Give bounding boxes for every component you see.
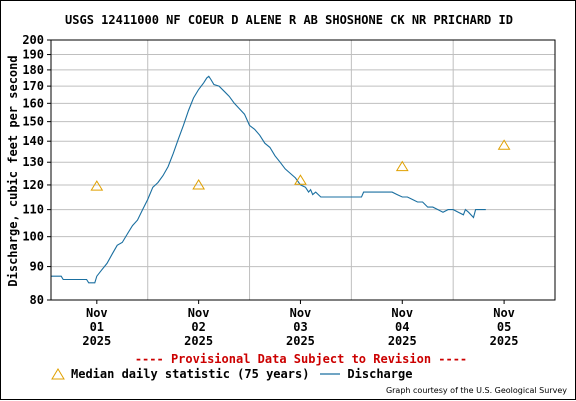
median-marker	[192, 178, 206, 190]
x-tick-label: 03	[293, 320, 307, 334]
y-tick-label: 160	[22, 96, 44, 110]
x-tick-label: Nov	[188, 306, 210, 320]
x-tick-label: Nov	[86, 306, 108, 320]
x-tick-label: 04	[395, 320, 409, 334]
x-tick-label: 01	[90, 320, 104, 334]
x-tick-label: 2025	[286, 334, 315, 348]
plot-area	[51, 40, 555, 300]
x-tick-label: 2025	[184, 334, 213, 348]
line-icon	[320, 373, 341, 375]
median-marker	[395, 160, 409, 172]
y-tick-label: 170	[22, 79, 44, 93]
y-tick-label: 120	[22, 178, 44, 192]
x-tick-label: 02	[191, 320, 205, 334]
legend-discharge-label: Discharge	[347, 367, 413, 381]
legend-discharge: Discharge	[319, 367, 412, 381]
legend-median: Median daily statistic (75 years)	[51, 367, 309, 381]
discharge-line	[51, 75, 486, 284]
y-tick-label: 110	[22, 203, 44, 217]
y-tick-label: 130	[22, 155, 44, 169]
x-tick-label: Nov	[290, 306, 312, 320]
provisional-note: ---- Provisional Data Subject to Revisio…	[134, 352, 468, 366]
legend-median-label: Median daily statistic (75 years)	[71, 367, 310, 381]
y-tick-label: 100	[22, 230, 44, 244]
x-tick-label: 2025	[490, 334, 519, 348]
x-tick-label: 2025	[388, 334, 417, 348]
median-marker	[497, 139, 511, 150]
plot-border	[50, 39, 556, 301]
y-tick-label: 90	[30, 260, 44, 274]
y-tick-label: 150	[22, 115, 44, 129]
y-tick-label: 200	[22, 33, 44, 47]
chart-title: USGS 12411000 NF COEUR D ALENE R AB SHOS…	[65, 13, 513, 27]
y-tick-label: 180	[22, 63, 44, 77]
x-tick-label: 05	[497, 320, 511, 334]
courtesy-text: Graph courtesy of the U.S. Geological Su…	[385, 386, 567, 395]
y-tick-label: 80	[30, 293, 44, 307]
legend: Median daily statistic (75 years) Discha…	[51, 367, 422, 381]
x-tick-label: Nov	[493, 306, 515, 320]
x-tick-label: Nov	[391, 306, 413, 320]
median-marker	[90, 180, 104, 191]
x-tick-label: 2025	[82, 334, 111, 348]
triangle-icon	[51, 368, 65, 380]
y-tick-label: 140	[22, 134, 44, 148]
median-marker	[294, 174, 307, 185]
y-tick-label: 190	[22, 48, 44, 62]
